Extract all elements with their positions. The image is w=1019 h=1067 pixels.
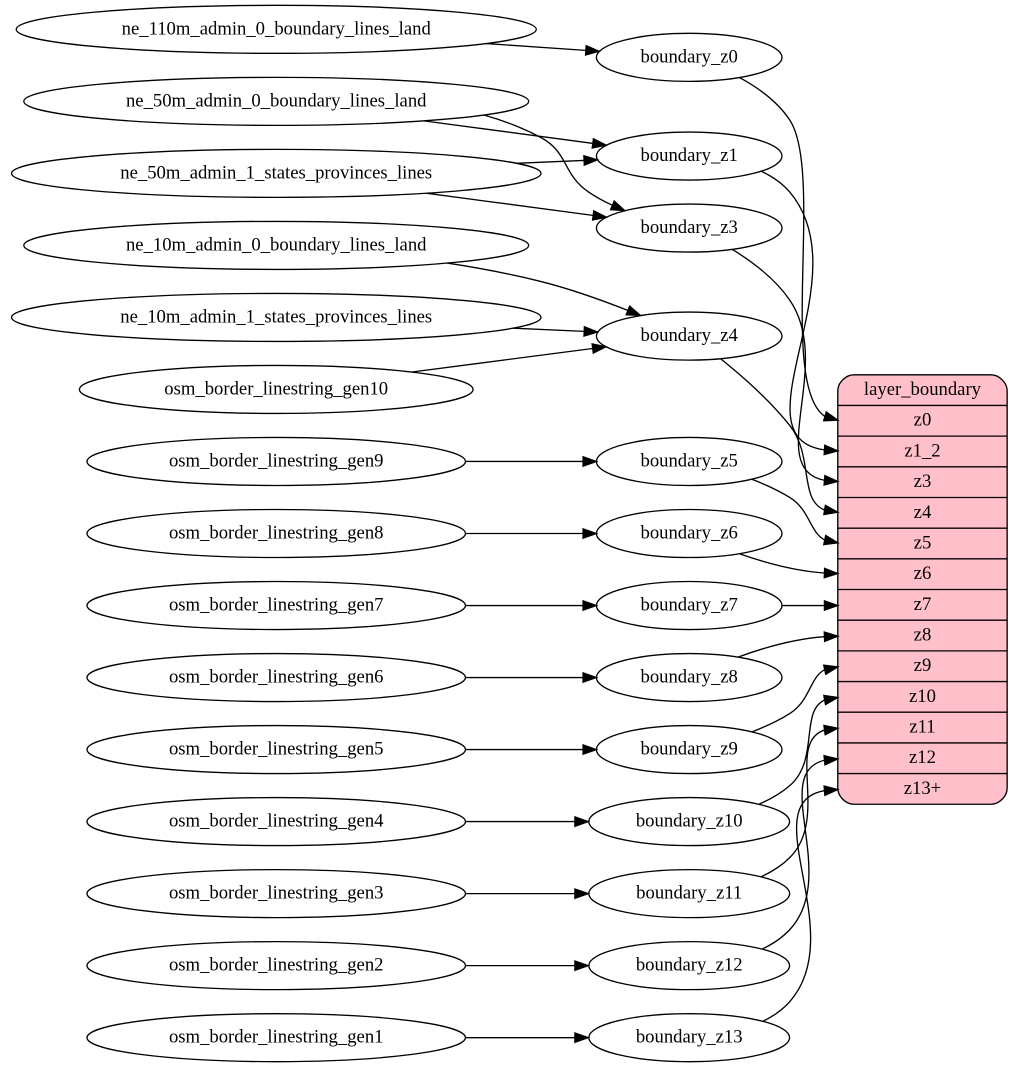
- svg-text:ne_10m_admin_1_states_province: ne_10m_admin_1_states_provinces_lines: [120, 306, 432, 327]
- svg-text:boundary_z12: boundary_z12: [636, 955, 743, 976]
- svg-text:ne_50m_admin_1_states_province: ne_50m_admin_1_states_provinces_lines: [120, 162, 432, 183]
- svg-text:z6: z6: [914, 563, 932, 584]
- svg-text:boundary_z9: boundary_z9: [640, 739, 737, 760]
- svg-text:boundary_z7: boundary_z7: [640, 594, 737, 615]
- svg-text:osm_border_linestring_gen4: osm_border_linestring_gen4: [169, 811, 384, 832]
- svg-text:z3: z3: [914, 471, 932, 492]
- svg-text:boundary_z4: boundary_z4: [640, 325, 738, 346]
- svg-text:boundary_z6: boundary_z6: [640, 522, 737, 543]
- svg-text:osm_border_linestring_gen10: osm_border_linestring_gen10: [164, 378, 388, 399]
- svg-text:z13+: z13+: [904, 778, 941, 799]
- svg-text:z10: z10: [909, 686, 936, 707]
- svg-text:boundary_z0: boundary_z0: [640, 46, 737, 67]
- svg-text:osm_border_linestring_gen5: osm_border_linestring_gen5: [169, 739, 384, 760]
- svg-text:osm_border_linestring_gen8: osm_border_linestring_gen8: [169, 522, 384, 543]
- svg-text:ne_110m_admin_0_boundary_lines: ne_110m_admin_0_boundary_lines_land: [122, 18, 432, 39]
- svg-text:ne_10m_admin_0_boundary_lines_: ne_10m_admin_0_boundary_lines_land: [126, 234, 427, 255]
- svg-text:osm_border_linestring_gen3: osm_border_linestring_gen3: [169, 883, 384, 904]
- svg-text:osm_border_linestring_gen7: osm_border_linestring_gen7: [169, 594, 384, 615]
- svg-text:boundary_z3: boundary_z3: [640, 217, 737, 238]
- svg-text:z4: z4: [914, 502, 932, 523]
- svg-text:z7: z7: [914, 594, 932, 615]
- svg-text:boundary_z5: boundary_z5: [640, 450, 737, 471]
- svg-text:boundary_z8: boundary_z8: [640, 666, 737, 687]
- svg-text:z9: z9: [914, 655, 932, 676]
- svg-text:boundary_z11: boundary_z11: [636, 883, 742, 904]
- svg-text:layer_boundary: layer_boundary: [864, 379, 982, 400]
- svg-text:z12: z12: [909, 747, 936, 768]
- svg-text:osm_border_linestring_gen1: osm_border_linestring_gen1: [169, 1027, 384, 1048]
- svg-text:boundary_z10: boundary_z10: [636, 811, 743, 832]
- svg-text:z11: z11: [909, 716, 935, 737]
- svg-text:ne_50m_admin_0_boundary_lines_: ne_50m_admin_0_boundary_lines_land: [126, 90, 427, 111]
- svg-text:osm_border_linestring_gen9: osm_border_linestring_gen9: [169, 450, 384, 471]
- svg-text:z8: z8: [914, 624, 932, 645]
- svg-text:boundary_z1: boundary_z1: [640, 145, 737, 166]
- svg-text:z0: z0: [914, 410, 932, 431]
- svg-text:osm_border_linestring_gen6: osm_border_linestring_gen6: [169, 666, 384, 687]
- svg-text:boundary_z13: boundary_z13: [636, 1027, 743, 1048]
- svg-text:z5: z5: [914, 532, 932, 553]
- svg-text:osm_border_linestring_gen2: osm_border_linestring_gen2: [169, 955, 384, 976]
- svg-text:z1_2: z1_2: [904, 440, 940, 461]
